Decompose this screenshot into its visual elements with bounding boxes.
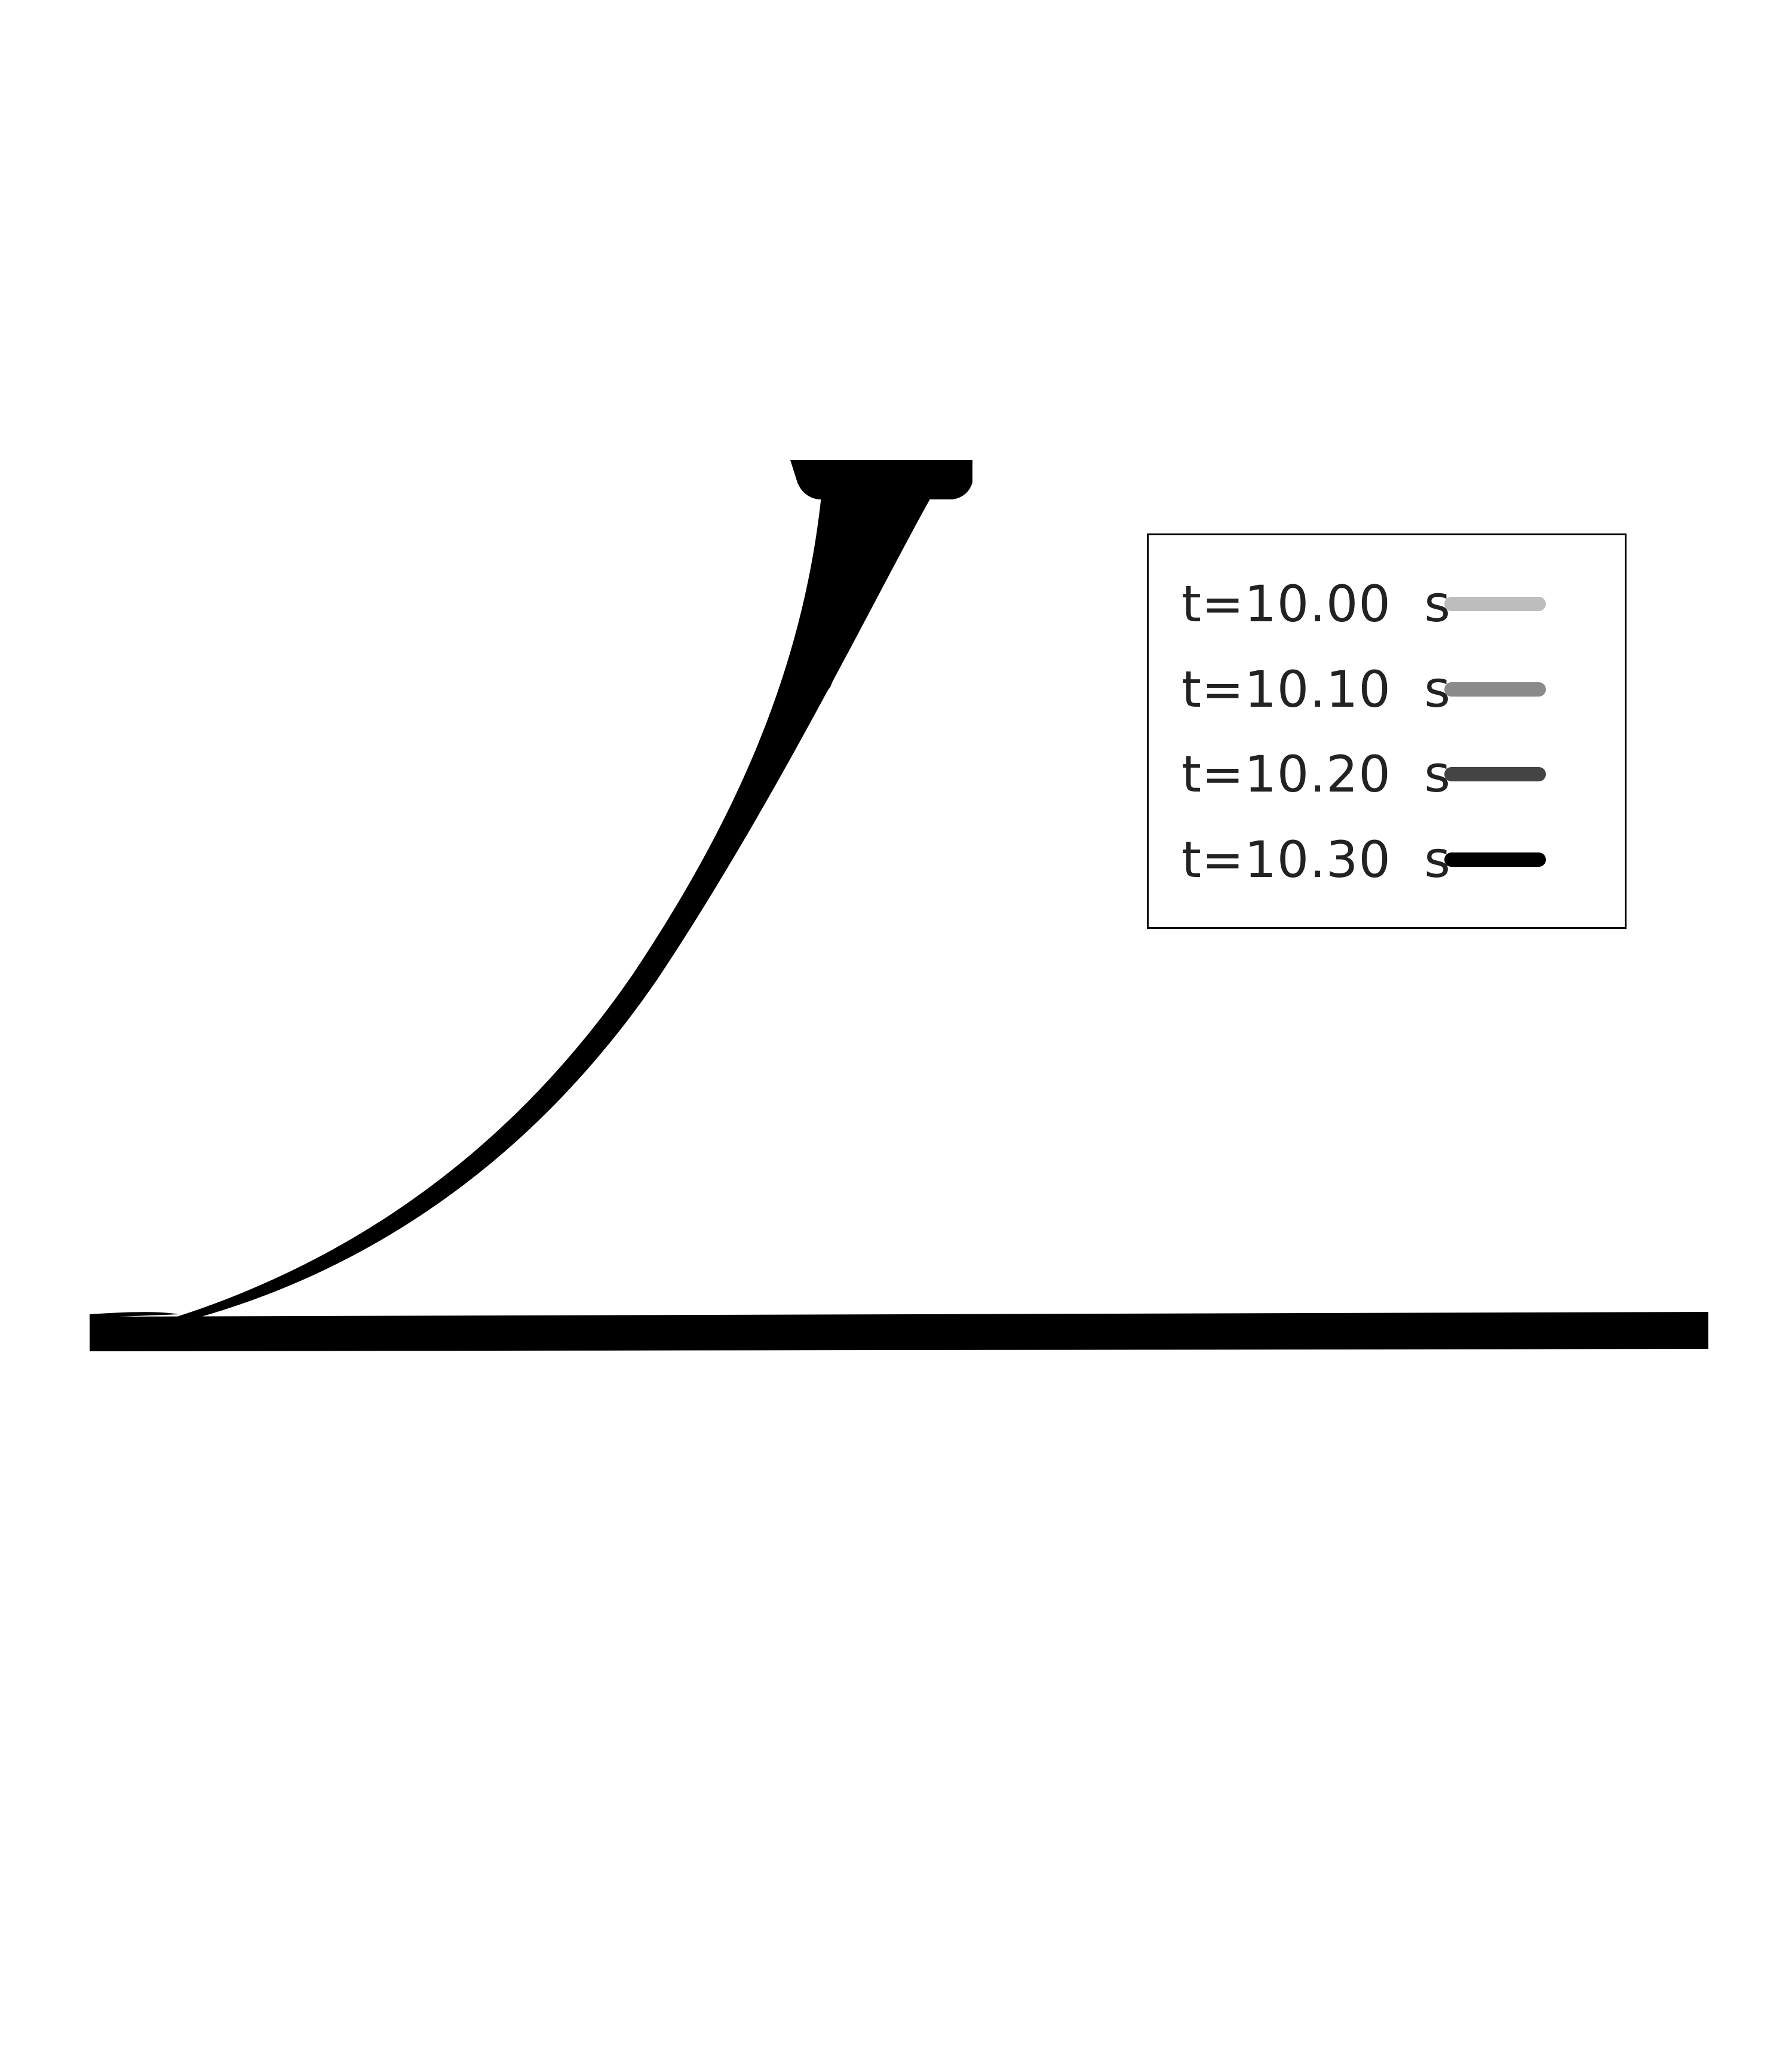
legend-swatch [1444,597,1546,611]
legend-swatch [1444,682,1546,697]
legend-entry: t=10.30 s [1182,830,1612,890]
legend-entry: t=10.20 s [1182,744,1612,804]
legend-swatch [1444,852,1546,867]
beam-curve-right [173,496,932,1318]
legend-label: t=10.00 s [1182,575,1451,633]
legend-label: t=10.10 s [1182,660,1451,719]
legend: t=10.00 s t=10.10 s t=10.20 s t=10.30 s [1147,533,1627,929]
top-clamp [790,460,972,499]
legend-swatch [1444,767,1546,781]
legend-label: t=10.20 s [1182,745,1451,803]
beam-tail [90,1312,179,1318]
legend-entry: t=10.10 s [1182,660,1612,719]
legend-entry: t=10.00 s [1182,574,1612,634]
ground-plate [90,1312,1708,1351]
legend-label: t=10.30 s [1182,830,1451,889]
